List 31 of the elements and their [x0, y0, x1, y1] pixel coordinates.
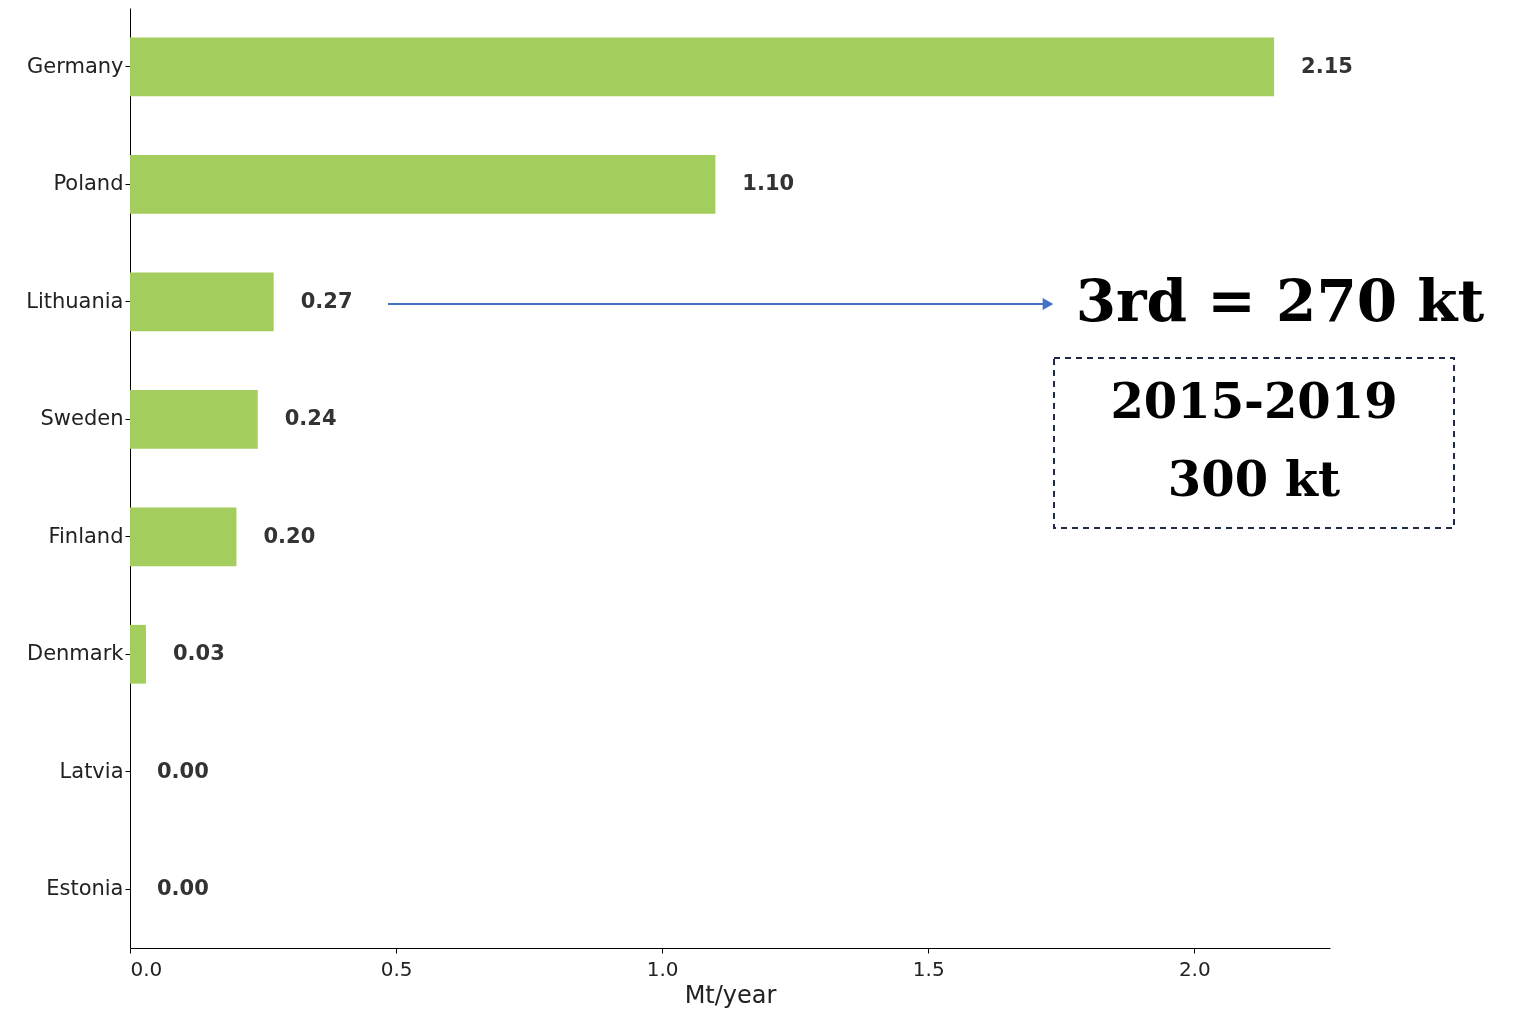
bar — [130, 507, 237, 567]
y-tick-label: Latvia — [59, 758, 124, 783]
data-label: 1.10 — [742, 171, 795, 196]
x-axis-title: Mt/year — [684, 980, 777, 1009]
bar — [130, 389, 258, 449]
data-label: 0.27 — [300, 288, 353, 313]
x-tick-label: 1.5 — [912, 956, 945, 981]
y-tick-label: Lithuania — [26, 288, 124, 313]
y-tick-label: Estonia — [46, 876, 124, 901]
x-tick-label: 0.5 — [380, 956, 413, 981]
data-label: 0.00 — [157, 758, 209, 783]
bar — [130, 154, 716, 214]
data-label: 0.20 — [263, 523, 316, 548]
x-tick-label: 0.0 — [130, 956, 163, 981]
y-tick-label: Denmark — [26, 641, 125, 666]
y-tick-label: Poland — [53, 171, 124, 196]
data-label: 0.03 — [172, 641, 225, 666]
annotation: 2015-2019 — [1110, 373, 1398, 429]
x-tick-label: 1.0 — [646, 956, 679, 981]
x-tick-label: 2.0 — [1178, 956, 1211, 981]
y-tick-label: Finland — [48, 523, 124, 548]
bar — [130, 272, 274, 332]
annotation: 3rd = 270 kt — [1075, 267, 1485, 335]
data-label: 2.15 — [1301, 53, 1353, 78]
bar — [130, 624, 146, 684]
data-label: 0.00 — [157, 876, 209, 901]
data-label: 0.24 — [284, 406, 337, 431]
y-tick-label: Germany — [26, 53, 124, 78]
annotation: 300 kt — [1167, 451, 1341, 507]
y-tick-label: Sweden — [40, 406, 124, 431]
bar — [130, 37, 1275, 97]
